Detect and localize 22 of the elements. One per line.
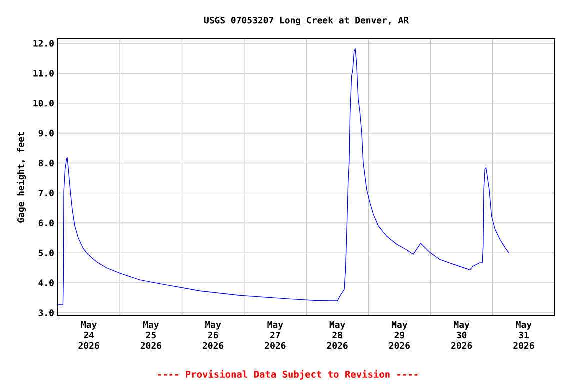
x-tick-label: May 31 2026: [514, 322, 534, 350]
x-tick-label: May 26 2026: [203, 322, 224, 350]
y-tick-label: 7.0: [38, 190, 54, 197]
x-tick-label: May 25 2026: [140, 322, 162, 350]
line-series: [58, 48, 510, 306]
y-tick-label: 10.0: [34, 100, 54, 107]
y-tick-label: 4.0: [38, 280, 54, 286]
x-tick-label: May 29 2026: [389, 322, 410, 350]
y-axis-title: Gage height, feet: [16, 132, 26, 223]
y-tick-label: 8.0: [38, 160, 54, 167]
y-tick-label: 6.0: [38, 220, 54, 227]
y-tick-label: 5.0: [38, 250, 54, 256]
x-tick-label: May 30 2026: [452, 322, 472, 350]
x-tick-label: May 24 2026: [78, 322, 100, 350]
x-tick-label: May 28 2026: [327, 322, 348, 350]
y-tick-label: 9.0: [38, 130, 54, 137]
y-tick-label: 3.0: [38, 310, 54, 316]
y-tick-label: 12.0: [34, 40, 54, 47]
y-tick-label: 11.0: [34, 70, 54, 77]
x-tick-label: May 27 2026: [265, 322, 286, 350]
text: ---- Provisional Data Subject to Revision ----: [158, 370, 418, 380]
chart-title: USGS 07053207 Long Creek at Denver, AR: [204, 16, 410, 26]
